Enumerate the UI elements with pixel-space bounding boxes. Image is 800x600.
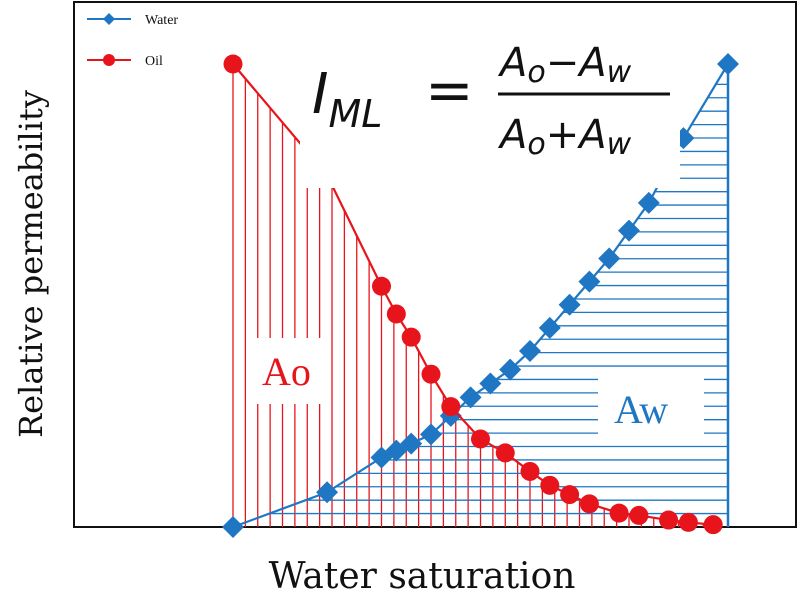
formula-lhs-main: I (312, 62, 329, 127)
oil-point (560, 485, 580, 505)
water-series (222, 53, 739, 538)
water-point (420, 423, 442, 446)
area-oil-label: Ao (262, 349, 311, 394)
water-point (222, 516, 244, 538)
water-point (637, 191, 660, 214)
oil-series (223, 54, 723, 535)
water-point (578, 270, 601, 293)
oil-point (579, 494, 599, 514)
legend-water-marker (103, 13, 115, 25)
water-point (459, 386, 482, 409)
water-point (717, 53, 739, 75)
area-water-label-bg (598, 374, 704, 442)
legend-oil-marker (103, 54, 115, 66)
area-water-label: Aw (614, 387, 668, 432)
legend-oil-label: Oil (145, 54, 163, 69)
y-axis-title: Relative permeability (12, 90, 50, 438)
mobility-index-formula: IML = Ao−Aw Ao+Aw (300, 28, 680, 188)
water-point (598, 247, 621, 270)
formula-num-op: − (546, 40, 580, 86)
oil-point (520, 461, 540, 481)
formula-den-left: A (497, 112, 527, 158)
oil-point (401, 327, 421, 347)
formula-num-right-sub: w (607, 55, 632, 90)
water-point (519, 340, 541, 363)
water-point (499, 358, 522, 381)
formula-equals: = (425, 56, 474, 124)
oil-point (629, 505, 649, 525)
formula-den-op: + (546, 112, 580, 158)
formula-num-left: A (497, 40, 527, 86)
water-point (538, 316, 561, 339)
legend-water-label: Water (145, 13, 178, 28)
oil-point (659, 510, 679, 530)
oil-point (441, 397, 461, 417)
formula-numerator: Ao−Aw (497, 40, 632, 90)
legend-item-oil: Oil (87, 54, 163, 69)
legend: Water Oil (87, 13, 178, 69)
formula-den-right: A (576, 112, 606, 158)
oil-point (678, 512, 698, 532)
water-point (400, 432, 423, 455)
oil-point (372, 276, 391, 296)
oil-point (703, 515, 723, 535)
plot-frame (73, 1, 797, 528)
water-point (316, 481, 339, 504)
formula-lhs-sub: ML (329, 92, 383, 136)
water-point (618, 219, 640, 242)
oil-point (386, 304, 406, 324)
legend-item-water: Water (87, 13, 178, 28)
formula-bg (300, 28, 680, 188)
oil-point (540, 475, 560, 495)
water-point (479, 372, 502, 395)
formula-num-right: A (576, 40, 606, 86)
formula-den-left-sub: o (527, 127, 545, 162)
oil-point (609, 503, 629, 523)
water-area-hatching (269, 64, 730, 527)
formula-den-right-sub: w (607, 127, 632, 162)
x-axis-title: Water saturation (269, 556, 576, 597)
formula-num-left-sub: o (527, 55, 545, 90)
formula-denominator: Ao+Aw (497, 112, 632, 162)
oil-point (495, 443, 515, 463)
oil-point (471, 429, 490, 449)
oil-point (223, 54, 243, 74)
water-point (558, 293, 581, 316)
oil-point (421, 364, 441, 384)
area-oil-label-bg (248, 338, 324, 404)
formula-lhs: IML (312, 62, 382, 136)
